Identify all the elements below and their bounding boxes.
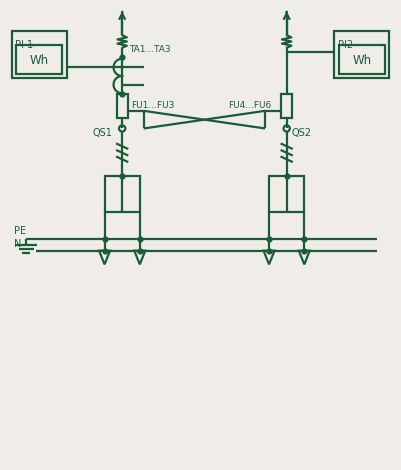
Polygon shape xyxy=(99,251,110,264)
Bar xyxy=(16,45,62,74)
Text: Wh: Wh xyxy=(30,54,49,67)
Text: PE: PE xyxy=(14,226,26,236)
Bar xyxy=(117,94,128,118)
Polygon shape xyxy=(134,251,145,264)
Polygon shape xyxy=(263,251,275,264)
Text: PI 1: PI 1 xyxy=(15,40,33,50)
Text: FU1...FU3: FU1...FU3 xyxy=(131,101,174,110)
Text: TA1...TA3: TA1...TA3 xyxy=(129,45,171,54)
Bar xyxy=(269,176,304,212)
Text: QS2: QS2 xyxy=(292,128,311,138)
Bar xyxy=(105,176,140,212)
Bar xyxy=(334,31,389,78)
Text: QS1: QS1 xyxy=(93,128,113,138)
Bar xyxy=(12,31,67,78)
Bar xyxy=(281,94,292,118)
Text: N: N xyxy=(14,239,22,249)
Text: PI2: PI2 xyxy=(338,40,353,50)
Text: Wh: Wh xyxy=(352,54,371,67)
Polygon shape xyxy=(299,251,310,264)
Text: FU4...FU6: FU4...FU6 xyxy=(228,101,271,110)
Bar xyxy=(339,45,385,74)
